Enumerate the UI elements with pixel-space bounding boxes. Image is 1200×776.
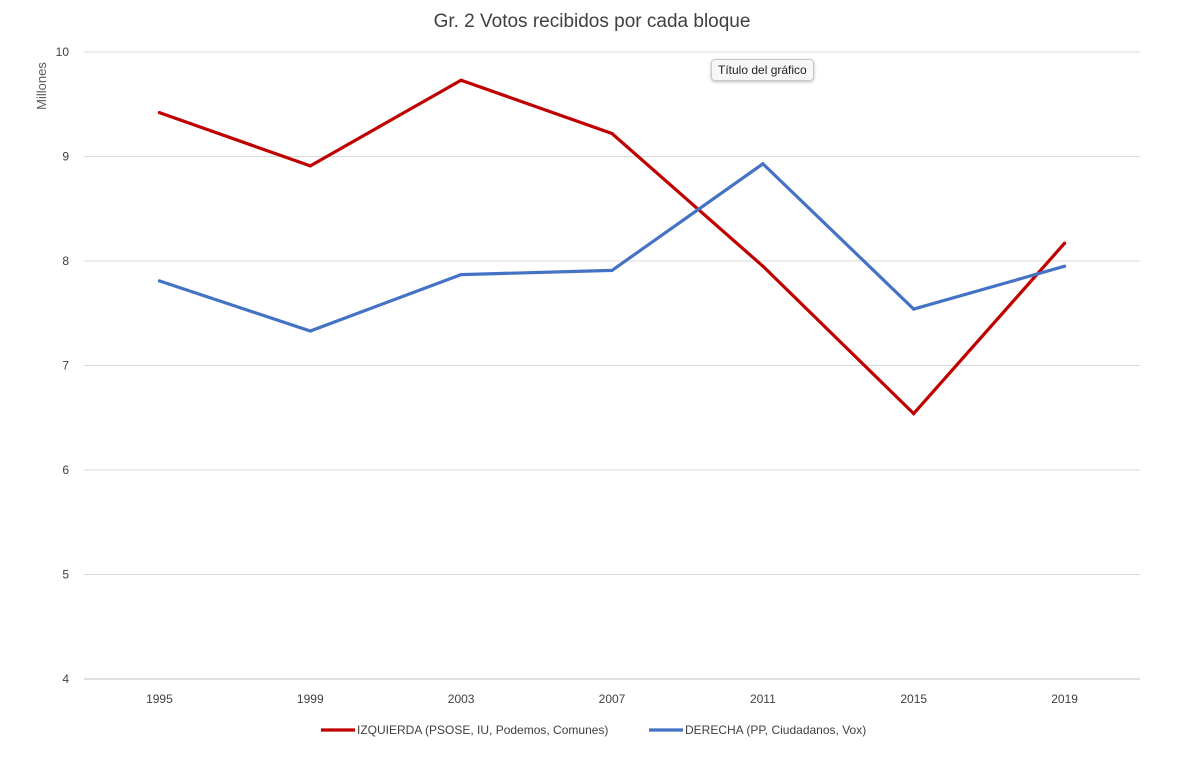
legend[interactable]: IZQUIERDA (PSOSE, IU, Podemos, Comunes) D… (321, 723, 866, 737)
y-axis-label: Millones (34, 62, 49, 110)
data-point[interactable] (459, 78, 463, 82)
data-point[interactable] (308, 164, 312, 168)
y-tick-label: 5 (62, 568, 69, 582)
legend-label: IZQUIERDA (PSOSE, IU, Podemos, Comunes) (357, 723, 608, 737)
y-tick-label: 6 (62, 463, 69, 477)
data-point[interactable] (912, 411, 916, 416)
data-point[interactable] (157, 111, 162, 115)
y-axis-ticks: 4 5 6 7 8 9 10 (56, 45, 70, 686)
chart-title[interactable]: Gr. 2 Votos recibidos por cada bloque (434, 11, 751, 32)
y-tick-label: 9 (62, 150, 69, 164)
data-point[interactable] (459, 272, 463, 277)
y-tick-label: 4 (62, 672, 69, 686)
x-tick-label: 1999 (297, 692, 324, 706)
data-point[interactable] (610, 268, 614, 273)
x-axis-ticks: 1995 1999 2003 2007 2011 2015 2019 (146, 692, 1078, 706)
x-tick-label: 2019 (1051, 692, 1078, 706)
data-point[interactable] (157, 279, 162, 283)
data-point[interactable] (308, 329, 312, 333)
legend-item[interactable]: IZQUIERDA (PSOSE, IU, Podemos, Comunes) (321, 723, 608, 737)
x-tick-label: 2011 (750, 692, 776, 706)
y-tick-label: 7 (62, 359, 69, 373)
legend-item[interactable]: DERECHA (PP, Ciudadanos, Vox) (649, 723, 866, 737)
series-line-izquierda[interactable] (158, 78, 1066, 416)
legend-label: DERECHA (PP, Ciudadanos, Vox) (685, 723, 866, 737)
data-point[interactable] (1062, 241, 1067, 245)
y-tick-label: 8 (62, 254, 69, 268)
series-lines[interactable] (157, 78, 1067, 416)
series-line-derecha[interactable] (158, 161, 1066, 333)
data-point[interactable] (610, 131, 614, 136)
data-point[interactable] (1062, 264, 1067, 268)
data-point[interactable] (761, 162, 765, 166)
gridlines (84, 51, 1140, 680)
data-point[interactable] (761, 264, 765, 268)
x-tick-label: 2003 (448, 692, 475, 706)
data-point[interactable] (912, 307, 916, 311)
x-tick-label: 1995 (146, 692, 173, 706)
x-tick-label: 2015 (900, 692, 927, 706)
y-tick-label: 10 (56, 45, 70, 59)
x-tick-label: 2007 (599, 692, 626, 706)
chart-title-tooltip: Título del gráfico (711, 59, 814, 81)
